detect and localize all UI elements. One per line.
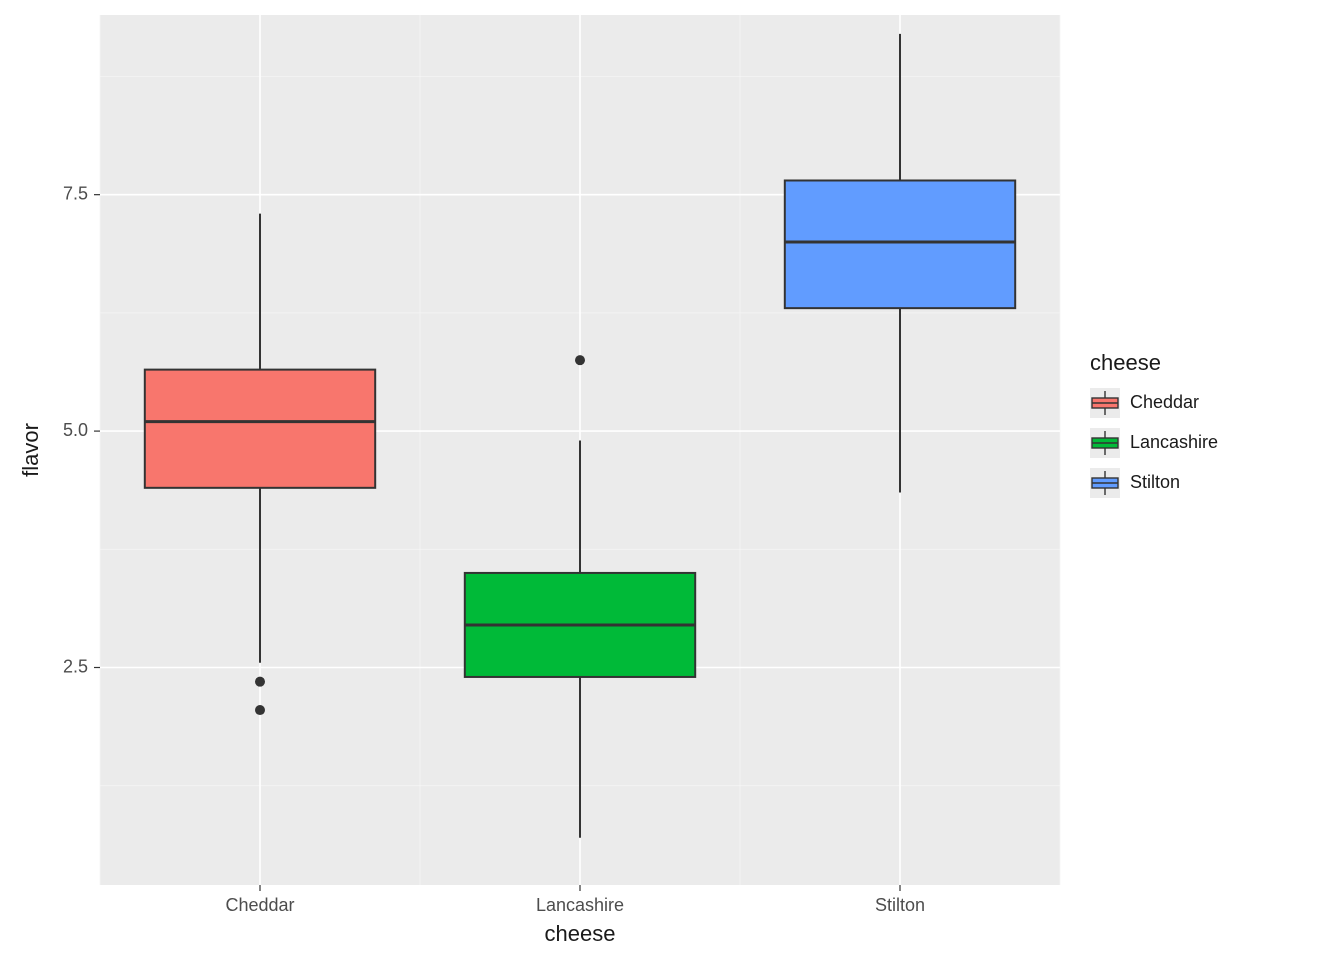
outlier-point	[255, 677, 265, 687]
box-cheddar	[145, 370, 375, 488]
y-axis-title: flavor	[18, 423, 43, 477]
legend-title: cheese	[1090, 350, 1161, 375]
legend-label: Cheddar	[1130, 392, 1199, 412]
x-tick-label: Cheddar	[225, 895, 294, 915]
legend-label: Lancashire	[1130, 432, 1218, 452]
legend: cheese Cheddar Lancashire Stilton	[1090, 350, 1218, 498]
boxplot-chart: 2.5 5.0 7.5 Cheddar Lancashire Stilton cheese f…	[0, 0, 1344, 960]
y-tick-label: 2.5	[63, 656, 88, 676]
box-stilton	[785, 180, 1015, 308]
chart-svg: 2.5 5.0 7.5 Cheddar Lancashire Stilton cheese f…	[0, 0, 1344, 960]
x-axis-title: cheese	[545, 921, 616, 946]
y-tick-label: 5.0	[63, 420, 88, 440]
outlier-point	[575, 355, 585, 365]
legend-label: Stilton	[1130, 472, 1180, 492]
x-tick-label: Stilton	[875, 895, 925, 915]
y-tick-label: 7.5	[63, 183, 88, 203]
outlier-point	[255, 705, 265, 715]
x-tick-label: Lancashire	[536, 895, 624, 915]
